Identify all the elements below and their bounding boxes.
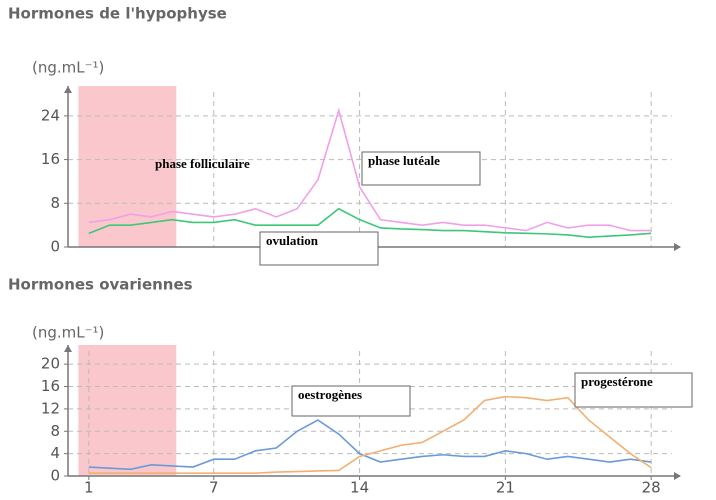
x-axis-arrow xyxy=(674,243,681,251)
line xyxy=(88,207,652,238)
y-tick-label: 0 xyxy=(50,467,60,485)
annotation-box xyxy=(259,231,379,266)
annotation-box xyxy=(361,151,481,186)
chart-title: Hormones ovariennes xyxy=(8,276,193,294)
y-tick-label: 0 xyxy=(50,238,60,256)
y-tick-label: 24 xyxy=(41,106,60,124)
y-tick-label: 12 xyxy=(41,399,60,417)
y-axis-label: (ng.mL⁻¹) xyxy=(32,59,104,77)
y-tick-label: 4 xyxy=(50,444,60,462)
line xyxy=(88,395,652,475)
line xyxy=(88,419,652,471)
shaded-band xyxy=(78,86,177,247)
chart-title: Hormones de l'hypophyse xyxy=(8,5,227,23)
x-tick-label: 7 xyxy=(209,479,219,497)
x-tick-label: 28 xyxy=(642,479,661,497)
annotation: ovulation xyxy=(266,233,319,248)
annotation: phase folliculaire xyxy=(155,156,250,171)
y-tick-label: 8 xyxy=(50,422,60,440)
y-tick-label: 20 xyxy=(41,355,60,373)
annotation: progestérone xyxy=(581,374,653,389)
x-tick-label: 14 xyxy=(350,479,369,497)
y-tick-label: 8 xyxy=(50,194,60,212)
annotation-box xyxy=(574,372,693,408)
annotation-box xyxy=(291,385,411,417)
y-tick-label: 16 xyxy=(41,150,60,168)
x-tick-label: 21 xyxy=(496,479,515,497)
line xyxy=(88,107,652,232)
annotation: oestrogènes xyxy=(298,387,362,402)
y-axis-arrow xyxy=(64,86,72,93)
x-axis-arrow xyxy=(674,472,681,480)
y-tick-label: 16 xyxy=(41,377,60,395)
x-tick-label: 1 xyxy=(84,479,94,497)
y-axis-arrow xyxy=(64,345,72,352)
y-axis-label: (ng.mL⁻¹) xyxy=(32,324,104,342)
shaded-band xyxy=(78,345,177,476)
annotation: phase lutéale xyxy=(368,153,440,168)
